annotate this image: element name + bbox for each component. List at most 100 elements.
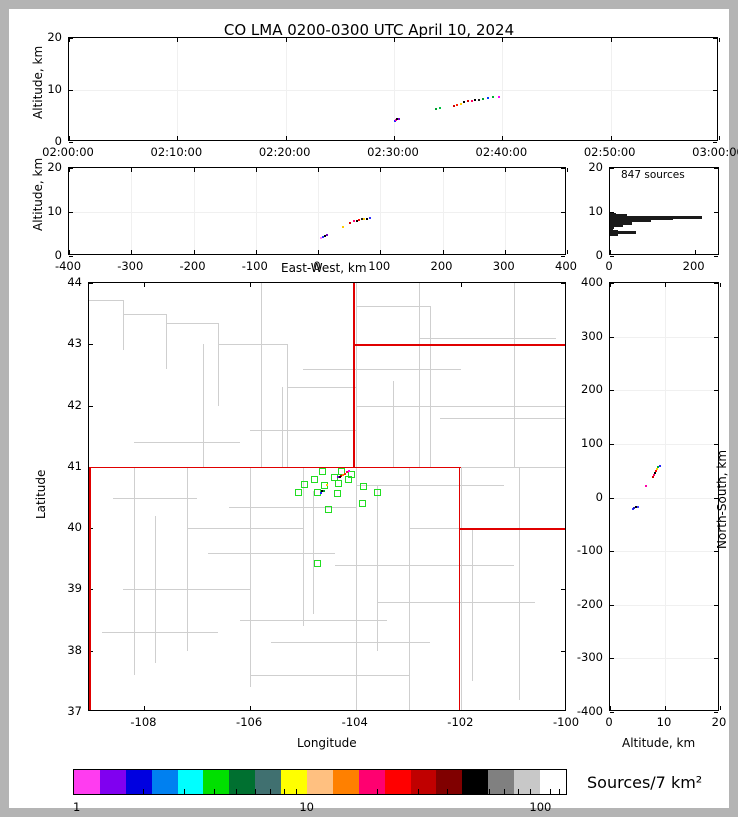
tick-mark — [380, 168, 382, 172]
colorbar-segment[interactable] — [74, 770, 100, 794]
tick-mark — [394, 136, 395, 140]
east-west-height-panel[interactable] — [68, 167, 568, 257]
axis-tick-label: -300 — [117, 259, 144, 273]
lma-station-marker — [358, 499, 366, 507]
tick-mark — [714, 604, 718, 606]
colorbar-minor-tick — [284, 789, 286, 795]
tick-mark — [89, 650, 93, 652]
colorbar-minor-tick — [270, 789, 272, 795]
tick-mark — [89, 528, 93, 530]
colorbar[interactable] — [73, 769, 567, 795]
axis-tick-label: 300 — [581, 328, 603, 343]
county-line — [250, 430, 356, 432]
tick-mark — [610, 706, 611, 710]
county-line — [281, 387, 283, 467]
colorbar-segment[interactable] — [281, 770, 308, 794]
tick-mark — [610, 551, 614, 553]
tick-mark — [714, 256, 718, 257]
tick-mark — [714, 551, 718, 553]
histogram-bar — [610, 212, 616, 216]
colorbar-segment[interactable] — [358, 770, 385, 794]
colorbar-segment[interactable] — [410, 770, 437, 794]
tick-mark — [713, 38, 717, 39]
axis-tick-label: -100 — [576, 543, 603, 558]
colorbar-minor-tick — [254, 789, 256, 795]
colorbar-segment[interactable] — [332, 770, 359, 794]
north-south-xlabel: Altitude, km — [622, 736, 696, 750]
colorbar-segment[interactable] — [436, 770, 463, 794]
colorbar-segment[interactable] — [255, 770, 282, 794]
data-point — [655, 469, 658, 472]
tick-mark — [89, 589, 93, 591]
county-line — [228, 506, 356, 508]
axis-tick-label: 0 — [54, 134, 62, 148]
data-point — [486, 97, 489, 100]
colorbar-segment[interactable] — [384, 770, 411, 794]
colorbar-segment[interactable] — [462, 770, 489, 794]
data-point — [323, 489, 326, 492]
histogram-bar — [610, 229, 618, 233]
colorbar-segment[interactable] — [99, 770, 126, 794]
colorbar-segment[interactable] — [229, 770, 256, 794]
tick-mark — [610, 168, 614, 169]
data-point — [344, 472, 347, 475]
tick-mark — [318, 168, 319, 172]
county-line — [250, 675, 409, 677]
axis-tick-label: -108 — [130, 715, 157, 729]
county-line — [260, 283, 262, 467]
county-line — [186, 466, 188, 651]
data-point — [470, 99, 473, 102]
data-point — [340, 475, 343, 478]
county-line — [419, 338, 557, 340]
axis-tick-label: 02:10:00 — [150, 145, 203, 159]
tick-mark — [714, 168, 718, 169]
county-line — [355, 283, 357, 710]
colorbar-tick-label: 10 — [299, 800, 314, 814]
tick-mark — [610, 390, 614, 392]
tick-mark — [394, 38, 395, 42]
tick-mark — [610, 604, 614, 606]
axis-tick-label: 20 — [711, 715, 727, 729]
tick-mark — [69, 212, 73, 213]
axis-tick-label: 300 — [492, 259, 515, 273]
colorbar-segment[interactable] — [151, 770, 178, 794]
gridline — [394, 38, 395, 140]
county-line — [287, 387, 356, 389]
height-north-south-panel[interactable] — [609, 282, 721, 713]
altitude-histogram-panel[interactable] — [609, 167, 719, 257]
axis-tick-label: 200 — [682, 259, 705, 273]
data-point — [634, 506, 637, 509]
tick-mark — [250, 283, 252, 287]
axis-tick-label: -400 — [54, 259, 82, 273]
colorbar-label: Sources/7 km² — [587, 773, 703, 792]
tick-mark — [69, 38, 70, 42]
colorbar-segment[interactable] — [540, 770, 566, 794]
county-line — [419, 283, 421, 467]
data-point — [358, 219, 361, 222]
data-point — [353, 220, 356, 223]
data-point — [348, 470, 351, 473]
county-line — [133, 442, 240, 444]
time-height-panel[interactable] — [68, 37, 720, 143]
tick-mark — [561, 212, 565, 213]
colorbar-minor-tick — [295, 789, 297, 795]
colorbar-segment[interactable] — [203, 770, 230, 794]
axis-tick-label: -106 — [236, 715, 263, 729]
lma-station-marker — [295, 489, 303, 497]
colorbar-segment[interactable] — [177, 770, 204, 794]
plan-view-map-panel[interactable] — [88, 282, 566, 711]
colorbar-segment[interactable] — [307, 770, 333, 794]
tick-mark — [255, 168, 257, 172]
tick-mark — [610, 336, 614, 338]
tick-mark — [144, 283, 146, 287]
colorbar-segment[interactable] — [125, 770, 152, 794]
tick-mark — [193, 250, 195, 254]
tick-mark — [193, 168, 195, 172]
axis-tick-label: 0 — [313, 259, 321, 273]
county-line — [429, 306, 431, 467]
colorbar-segment[interactable] — [488, 770, 515, 794]
axis-tick-label: 400 — [555, 259, 577, 273]
data-point — [463, 101, 466, 104]
county-line — [155, 515, 157, 663]
data-point — [631, 508, 634, 511]
